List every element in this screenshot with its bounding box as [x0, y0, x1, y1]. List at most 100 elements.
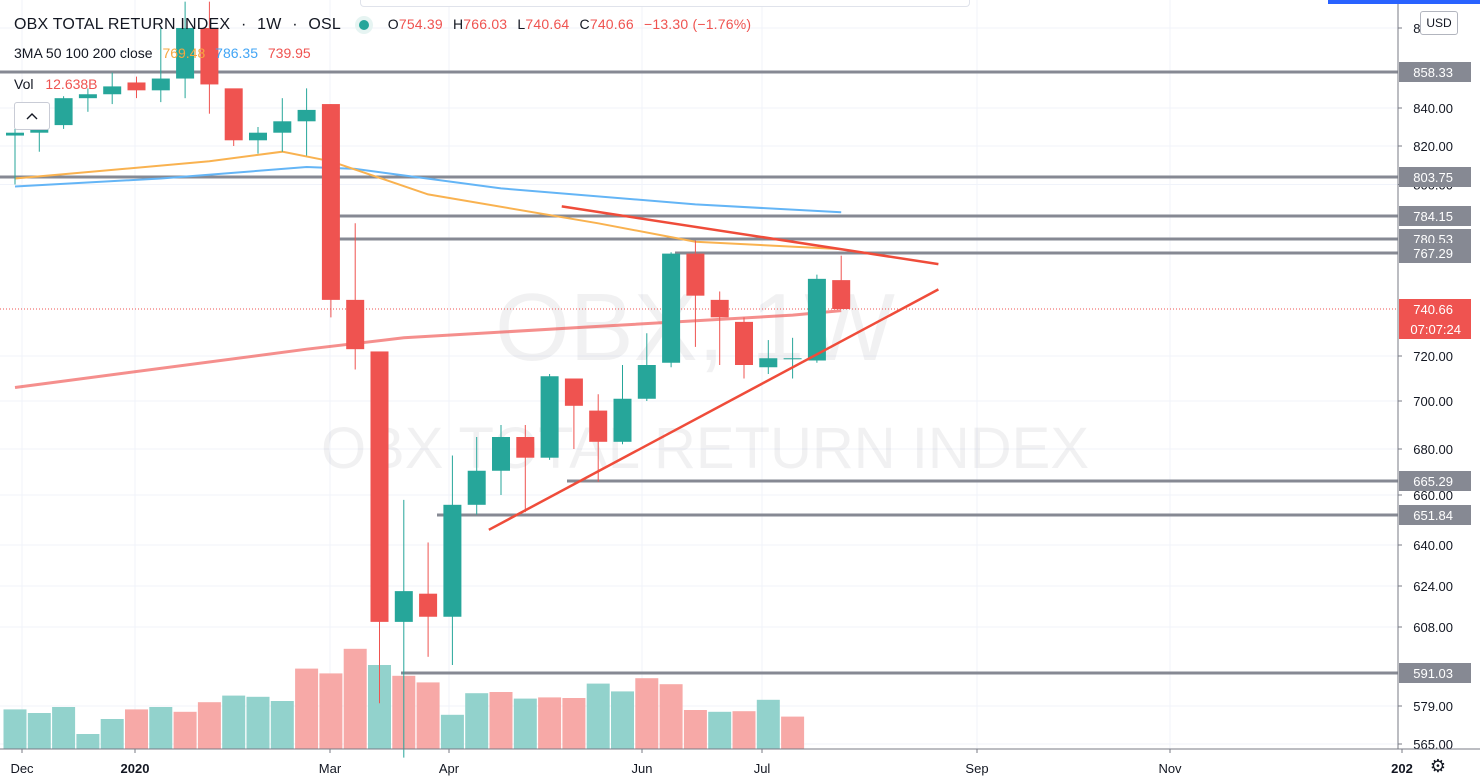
volume-legend[interactable]: Vol 12.638B	[14, 76, 98, 92]
symbol-legend[interactable]: OBX TOTAL RETURN INDEX · 1W · OSL O754.3…	[14, 16, 751, 34]
volume-bar	[489, 692, 513, 749]
time-tick-label: Mar	[319, 761, 342, 776]
candle-body	[224, 88, 243, 141]
volume-bar	[683, 710, 707, 749]
close-value: 740.66	[589, 16, 634, 32]
ma100-line	[14, 165, 842, 214]
price-tick-label: 820.00	[1413, 139, 1453, 154]
candle-body	[273, 121, 292, 133]
interval-label: 1W	[257, 16, 282, 33]
volume-bar	[708, 711, 732, 749]
candle-body	[54, 98, 73, 126]
volume-bar	[100, 719, 124, 749]
volume-bars	[3, 648, 805, 749]
time-tick-label: Jun	[632, 761, 653, 776]
price-tick-label: 840.00	[1413, 101, 1453, 116]
candle-body	[346, 299, 365, 350]
price-axis-bg	[1398, 0, 1480, 749]
symbol-watermark: OBX, 1W OBX TOTAL RETURN INDEX	[321, 274, 1089, 481]
price-tick-label: 720.00	[1413, 349, 1453, 364]
level-price-label: 784.15	[1413, 209, 1453, 224]
candle-body	[151, 78, 170, 91]
candle-body	[467, 470, 486, 505]
separator: ·	[240, 16, 247, 33]
candle-body	[103, 86, 122, 95]
level-price-label-bg	[1399, 505, 1471, 525]
time-tick-label: Nov	[1158, 761, 1182, 776]
candle-body	[443, 504, 462, 617]
candle-body	[613, 398, 632, 442]
collapse-legend-button[interactable]	[14, 102, 50, 130]
volume-bar	[246, 696, 270, 749]
candlesticks	[6, 1, 851, 758]
open-value: 754.39	[398, 16, 443, 32]
ma200-line	[14, 309, 842, 389]
level-price-label-bg	[1399, 471, 1471, 491]
candle-body	[249, 132, 267, 141]
ma50-line	[14, 150, 842, 251]
candle-body	[564, 378, 583, 406]
candle-body	[370, 351, 389, 622]
level-price-label-bg	[1399, 663, 1471, 683]
level-price-label: 651.84	[1413, 508, 1453, 523]
volume-bar	[52, 707, 76, 749]
low-value: 740.64	[525, 16, 570, 32]
time-tick-label: Sep	[965, 761, 988, 776]
toolbar-edge	[360, 0, 970, 7]
moving-averages	[14, 150, 842, 389]
level-price-label: 665.29	[1413, 474, 1453, 489]
volume-bar	[465, 693, 489, 749]
candle-body	[540, 376, 559, 458]
volume-bar	[635, 678, 659, 749]
volume-bar	[756, 699, 780, 749]
candle-body	[297, 109, 316, 122]
gear-icon[interactable]: ⚙	[1429, 756, 1447, 776]
price-tick-label: 660.00	[1413, 488, 1453, 503]
volume-value: 12.638B	[45, 76, 98, 92]
active-indicator-bar	[1328, 0, 1480, 4]
volume-bar	[781, 716, 805, 749]
volume-bar	[416, 682, 440, 749]
ma-legend[interactable]: 3MA 50 100 200 close 769.48 786.35 739.9…	[14, 45, 311, 61]
ohlc-values: O754.39 H766.03 L740.64 C740.66 −13.30 (…	[387, 16, 752, 32]
candle-body	[492, 437, 510, 471]
candle-body	[6, 132, 24, 136]
ma200-value: 739.95	[267, 45, 311, 61]
last-price-label: 740.66	[1413, 302, 1453, 317]
time-tick-label: 202	[1391, 761, 1413, 776]
price-tick-label: 579.00	[1413, 699, 1453, 714]
price-tick-label: 608.00	[1413, 620, 1453, 635]
candle-body	[735, 321, 753, 365]
volume-bar	[319, 673, 343, 749]
exchange-label: OSL	[308, 16, 341, 33]
separator: ·	[292, 16, 298, 33]
candle-body	[662, 253, 681, 363]
candle-body	[176, 28, 195, 79]
candle-body	[127, 82, 146, 91]
volume-bar	[538, 697, 562, 749]
trendline	[561, 205, 939, 266]
last-price-label-bg	[1399, 299, 1471, 339]
time-tick-label: Jul	[754, 761, 771, 776]
time-axis[interactable]: Dec 2020 Mar Apr Jun Jul Sep Nov 202	[0, 748, 1480, 776]
volume-bar	[368, 665, 391, 749]
price-axis[interactable]: 860.00840.00820.00800.00720.00700.00680.…	[1397, 0, 1480, 752]
level-price-label: 767.29	[1413, 246, 1453, 261]
volume-bar	[173, 711, 197, 749]
high-value: 766.03	[463, 16, 508, 32]
level-price-label-bg	[1399, 206, 1471, 226]
time-tick-label: Apr	[439, 761, 460, 776]
bar-countdown-label: 07:07:24	[1410, 322, 1461, 337]
currency-button[interactable]: USD	[1420, 11, 1458, 35]
candle-body	[759, 358, 778, 368]
candle-body	[807, 278, 826, 361]
level-price-label: 803.75	[1413, 170, 1453, 185]
level-price-label-bg	[1399, 243, 1471, 263]
volume-bar	[586, 683, 610, 749]
candle-body	[589, 410, 608, 442]
candle-body	[78, 94, 97, 99]
candle-body	[394, 591, 413, 622]
level-price-label-bg	[1399, 167, 1471, 187]
time-tick-label: 2020	[121, 761, 150, 776]
